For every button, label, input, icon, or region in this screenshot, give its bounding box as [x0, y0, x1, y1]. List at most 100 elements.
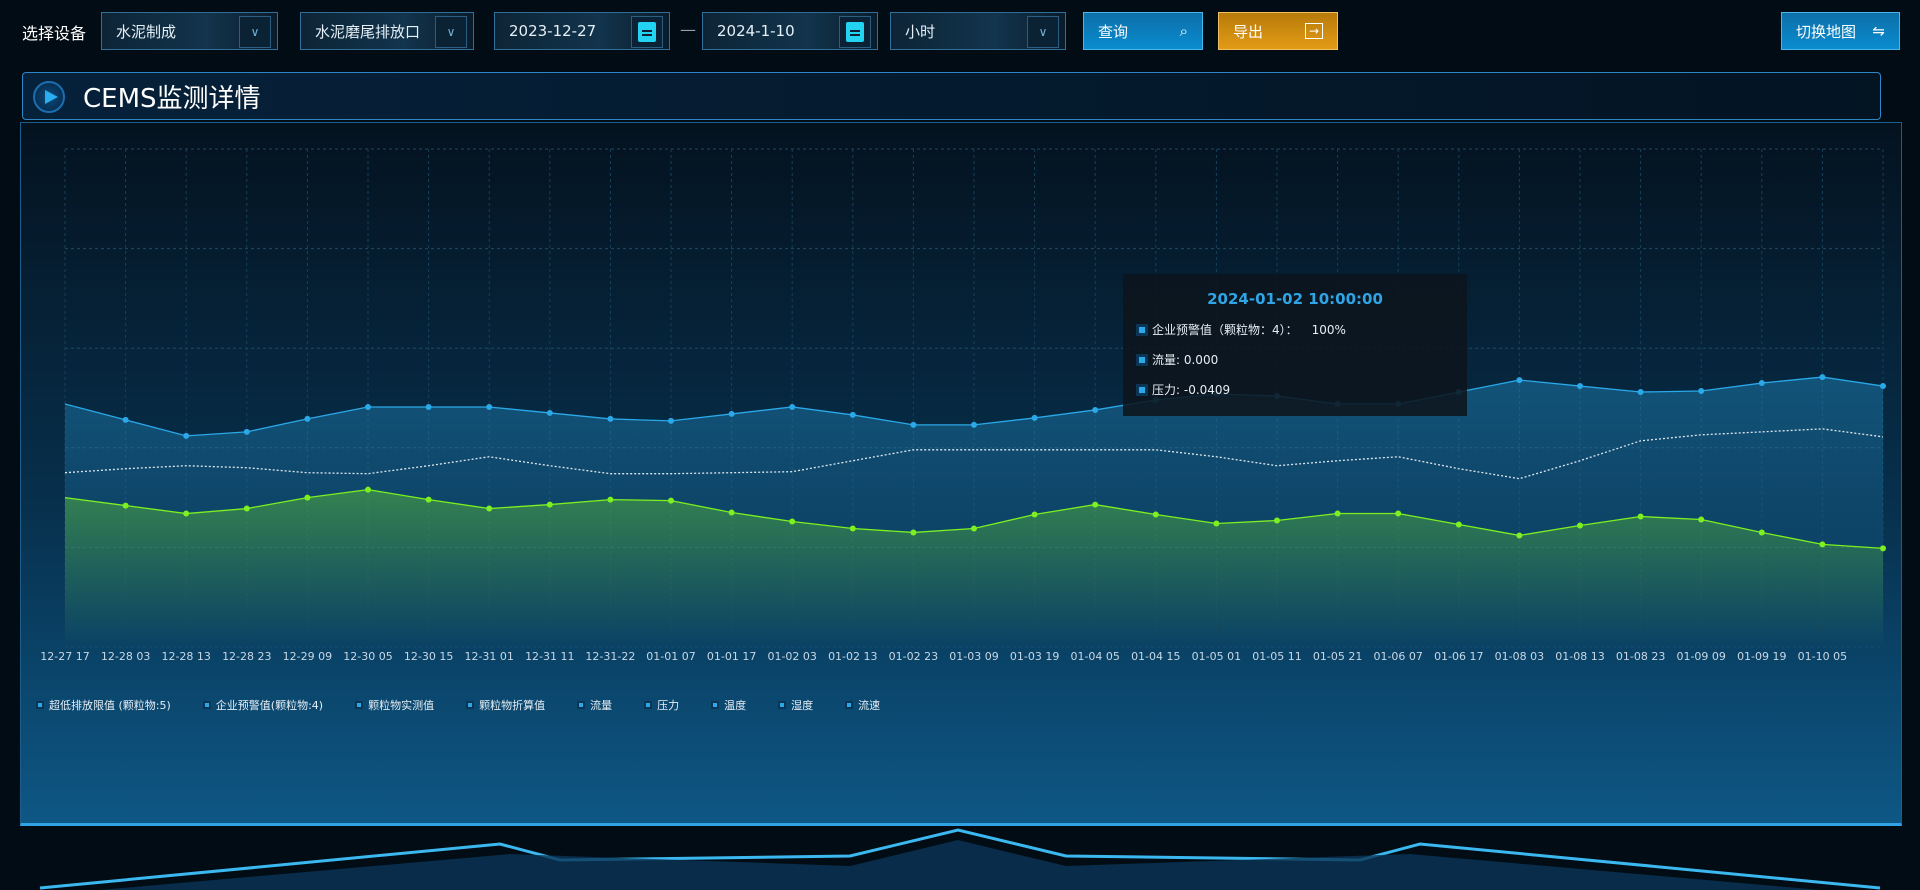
- data-point: [183, 510, 190, 517]
- data-point: [1334, 510, 1341, 517]
- chart-legend: 超低排放限值 (颗粒物:5) 企业预警值(颗粒物:4) 颗粒物实测值 颗粒物折算值 流量…: [38, 697, 914, 713]
- data-point: [1758, 529, 1765, 536]
- switch-map-label: 切换地图: [1796, 22, 1857, 41]
- legend-item[interactable]: 颗粒物折算值: [468, 697, 545, 713]
- data-point: [668, 497, 674, 504]
- x-tick-label: 01-09 19: [1737, 650, 1787, 663]
- legend-item[interactable]: 流速: [847, 697, 880, 713]
- search-icon: ⌕: [1179, 22, 1188, 40]
- legend-label: 湿度: [791, 699, 814, 712]
- x-tick-label: 01-02 23: [888, 650, 939, 663]
- legend-item[interactable]: 流量: [579, 697, 612, 713]
- data-point: [1577, 522, 1583, 529]
- legend-item[interactable]: 颗粒物实测值: [357, 697, 434, 713]
- legend-label: 颗粒物实测值: [368, 699, 435, 712]
- x-tick-label: 12-30 15: [403, 650, 454, 663]
- legend-label: 流量: [590, 699, 613, 712]
- data-point: [183, 432, 190, 439]
- data-point: [728, 410, 735, 417]
- footer-decoration: [39, 828, 1881, 890]
- data-point: [1092, 501, 1099, 508]
- legend-marker-icon: [357, 703, 362, 707]
- export-button[interactable]: 导出 →: [1218, 12, 1338, 50]
- x-tick-label: 01-06 07: [1373, 650, 1423, 663]
- query-button[interactable]: 查询 ⌕: [1083, 12, 1203, 50]
- end-date-input[interactable]: 2024-1-10: [702, 12, 878, 50]
- data-point: [1395, 510, 1402, 517]
- x-tick-label: 12-27 17: [40, 650, 90, 663]
- x-tick-label: 01-09 09: [1676, 650, 1726, 663]
- query-label: 查询: [1098, 22, 1129, 41]
- data-point: [122, 416, 129, 423]
- tooltip-label: 压力: -0.0409: [1152, 383, 1231, 397]
- series-marker-icon: [1139, 386, 1145, 393]
- legend-item[interactable]: 企业预警值(颗粒物:4): [204, 697, 323, 713]
- x-tick-label: 12-28 13: [161, 650, 211, 663]
- x-tick-label: 01-04 05: [1070, 650, 1120, 663]
- calendar-icon[interactable]: [839, 16, 871, 48]
- data-point: [304, 494, 311, 501]
- legend-label: 超低排放限值 (颗粒物:5): [49, 699, 171, 712]
- device-select[interactable]: 水泥制成 ∨: [101, 12, 278, 50]
- series-area: [65, 489, 1883, 647]
- data-point: [607, 496, 614, 503]
- series-line: [64, 428, 1884, 480]
- data-point: [668, 417, 674, 424]
- outlet-select-value: 水泥磨尾排放口: [315, 22, 421, 41]
- legend-label: 流速: [858, 699, 881, 712]
- data-point: [1880, 383, 1886, 390]
- outlet-select[interactable]: 水泥磨尾排放口 ∨: [300, 12, 474, 50]
- start-date-input[interactable]: 2023-12-27: [494, 12, 670, 50]
- data-point: [1577, 383, 1583, 390]
- switch-map-button[interactable]: 切换地图 ⇋: [1781, 12, 1900, 50]
- legend-marker-icon: [780, 703, 785, 707]
- interval-select[interactable]: 小时 ∨: [890, 12, 1066, 50]
- start-date-value: 2023-12-27: [509, 22, 597, 40]
- x-tick-label: 01-03 09: [949, 650, 999, 663]
- data-point: [728, 509, 735, 516]
- chevron-down-icon[interactable]: ∨: [1027, 16, 1059, 48]
- date-separator: —: [680, 20, 696, 39]
- data-point: [971, 421, 977, 428]
- chevron-down-icon[interactable]: ∨: [239, 16, 271, 48]
- chevron-down-icon[interactable]: ∨: [435, 16, 467, 48]
- data-point: [849, 411, 856, 418]
- legend-marker-icon: [646, 703, 651, 707]
- legend-item[interactable]: 超低排放限值 (颗粒物:5): [38, 697, 171, 713]
- data-point: [910, 529, 917, 536]
- x-tick-label: 01-02 03: [767, 650, 817, 663]
- legend-label: 温度: [724, 699, 747, 712]
- data-point: [1092, 406, 1099, 413]
- legend-item[interactable]: 压力: [646, 697, 679, 713]
- data-point: [1758, 380, 1765, 387]
- switch-icon: ⇋: [1872, 22, 1885, 40]
- tooltip-value: 100%: [1311, 322, 1346, 337]
- x-tick-label: 01-08 03: [1494, 650, 1545, 663]
- data-point: [1152, 511, 1159, 518]
- data-point: [1880, 545, 1886, 552]
- device-select-value: 水泥制成: [116, 22, 177, 41]
- data-point: [1698, 516, 1705, 523]
- x-tick-label: 12-31 11: [525, 650, 575, 663]
- x-tick-label: 01-01 07: [646, 650, 696, 663]
- data-point: [243, 505, 250, 512]
- data-point: [789, 518, 796, 525]
- data-point: [122, 502, 129, 509]
- calendar-icon[interactable]: [631, 16, 663, 48]
- x-tick-label: 12-30 05: [343, 650, 393, 663]
- legend-marker-icon: [468, 703, 473, 707]
- interval-select-value: 小时: [905, 22, 936, 41]
- legend-item[interactable]: 温度: [713, 697, 746, 713]
- x-tick-label: 12-31-22: [585, 650, 636, 663]
- legend-item[interactable]: 湿度: [780, 697, 813, 713]
- data-point: [1274, 517, 1280, 524]
- data-point: [243, 428, 250, 435]
- legend-label: 颗粒物折算值: [479, 699, 546, 712]
- data-point: [1213, 520, 1220, 527]
- data-point: [1516, 377, 1523, 384]
- data-point: [849, 525, 856, 532]
- legend-marker-icon: [579, 703, 584, 707]
- tooltip-row: 流量: 0.000: [1139, 351, 1467, 368]
- data-point: [1819, 374, 1826, 381]
- legend-marker-icon: [713, 703, 718, 707]
